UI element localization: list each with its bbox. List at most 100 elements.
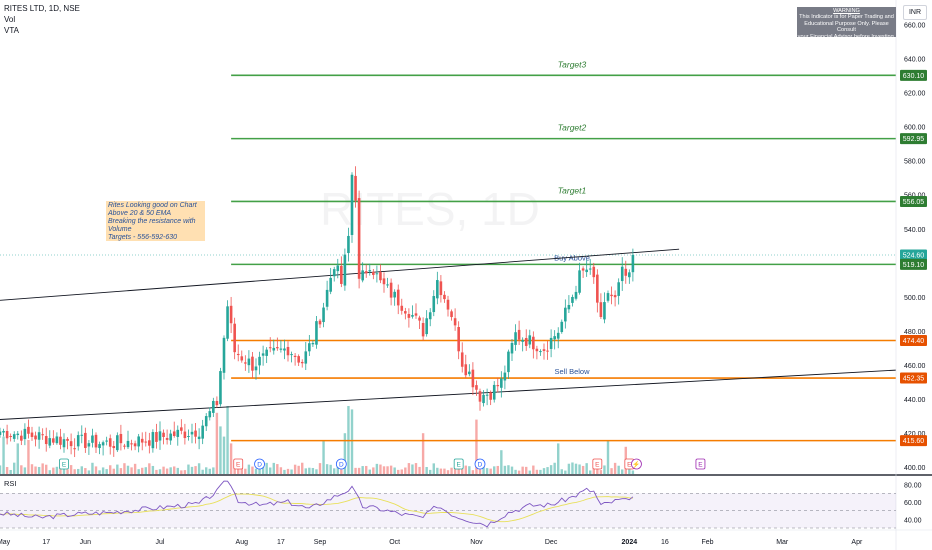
volume-bar [450, 467, 453, 474]
candle-body [279, 348, 283, 350]
candle-body [592, 266, 596, 278]
time-tick-label: Oct [389, 539, 400, 546]
candle-body [261, 353, 265, 356]
candle-body [382, 278, 386, 285]
volume-bar [73, 469, 76, 474]
volume-bar [507, 465, 510, 474]
volume-bar [382, 466, 386, 474]
candle-body [48, 438, 52, 446]
candle-body [20, 435, 23, 441]
candle-body [318, 320, 322, 325]
candle-body [421, 323, 425, 337]
volume-bar [400, 469, 403, 474]
level-label: Target3 [558, 59, 587, 69]
event-letter: E [698, 462, 703, 469]
volume-bar [276, 464, 279, 474]
volume-bar [386, 466, 389, 474]
volume-bar [617, 465, 620, 474]
price-axis-marker [900, 372, 927, 384]
candle-body [393, 291, 396, 298]
candle-body [240, 356, 244, 361]
candle-body [148, 440, 151, 446]
price-axis-marker [900, 249, 927, 261]
volume-bar [446, 470, 450, 474]
volume-bar [418, 466, 421, 474]
candle-body [418, 317, 421, 321]
candle-body [137, 436, 140, 447]
volume-bar [20, 465, 23, 474]
volume-bar [631, 470, 635, 474]
volume-bar [293, 464, 297, 474]
candle-body [34, 435, 37, 440]
time-tick-label: Sep [314, 539, 327, 546]
candle-body [144, 441, 148, 443]
candle-body [496, 385, 500, 387]
volume-bar [603, 465, 606, 474]
candle-body [116, 435, 119, 451]
volume-bar [133, 463, 137, 474]
analysis-note[interactable]: Rites Looking good on Chart Above 20 & 5… [106, 201, 205, 241]
volume-bar [148, 463, 151, 474]
volume-bar [183, 470, 187, 474]
candle-body [514, 332, 517, 345]
candle-body [620, 266, 624, 282]
volume-bar [258, 465, 261, 474]
volume-bar [549, 465, 553, 474]
volume-bar [144, 467, 147, 474]
candle-body [5, 430, 9, 439]
volume-bar [485, 468, 489, 474]
volume-bar [123, 463, 126, 474]
volume-bar [578, 464, 581, 474]
candle-body [332, 269, 336, 277]
candle-body [108, 438, 112, 447]
time-tick-label: Nov [470, 539, 483, 546]
price-axis-marker-label: 474.40 [903, 338, 925, 345]
candle-body [201, 425, 204, 439]
candle-body [204, 416, 208, 427]
volume-bar [23, 467, 27, 474]
candle-body [247, 358, 251, 366]
candle-body [80, 434, 84, 436]
candle-body [123, 445, 126, 447]
volume-bar [482, 466, 485, 474]
candle-body [84, 432, 87, 448]
candle-body [169, 433, 172, 441]
volume-bar [116, 464, 119, 474]
volume-bar [404, 467, 407, 474]
candle-body [564, 307, 567, 322]
volume-bar [69, 465, 73, 474]
note-line: Rites Looking good on Chart [108, 202, 197, 209]
volume-bar [94, 466, 98, 474]
currency-button[interactable]: INR [903, 5, 927, 20]
volume-bar [397, 469, 400, 474]
candle-body [0, 431, 2, 435]
candle-body [596, 274, 599, 303]
volume-bar [251, 466, 254, 474]
volume-bar [222, 436, 226, 474]
candle-body [489, 392, 492, 400]
candle-body [443, 294, 446, 300]
candle-body [176, 429, 180, 437]
volume-bar [173, 466, 176, 474]
volume-bar [571, 462, 574, 474]
volume-bar [514, 469, 517, 474]
volume-bar [41, 463, 44, 474]
candle-body [272, 347, 276, 351]
vta-indicator-label[interactable]: VTA [4, 26, 19, 35]
volume-indicator-label[interactable]: Vol [4, 15, 16, 24]
warning-line: This Indicator is for Paper Trading and [799, 14, 894, 21]
candle-body [91, 435, 94, 443]
candle-body [372, 271, 375, 275]
candle-body [162, 432, 165, 437]
time-tick-label: Feb [702, 539, 714, 546]
event-letter: D [478, 462, 483, 469]
volume-bar [261, 463, 265, 474]
candle-body [62, 439, 66, 448]
candle-body [553, 336, 556, 340]
volume-bar [546, 467, 549, 474]
volume-bar [596, 465, 599, 474]
candle-body [37, 432, 41, 440]
volume-bar [517, 470, 521, 474]
candle-body [450, 311, 453, 318]
